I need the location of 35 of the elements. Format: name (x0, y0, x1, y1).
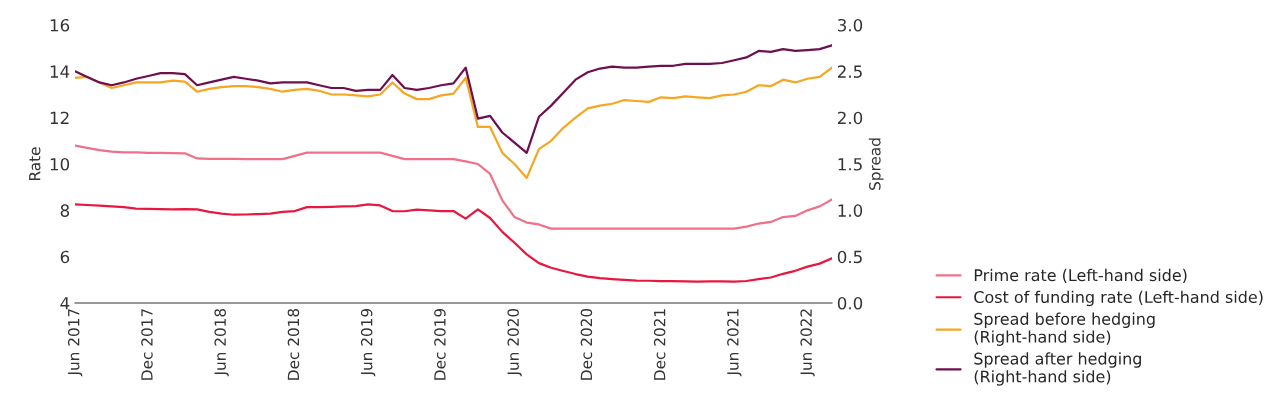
y2-tick-label: 2.5 (837, 65, 862, 78)
y2-tick-label: 3.0 (838, 18, 863, 32)
y-tick-label: 16 (50, 18, 70, 32)
y2-tick-label: 1.0 (838, 204, 863, 217)
x-tick-label: Jun 2022 (800, 309, 815, 377)
y2-axis-title: Spread (868, 138, 884, 190)
x-tick-label: Dec 2020 (580, 308, 593, 380)
line-series (75, 44, 832, 154)
legend-label: Cost of funding rate (Left-hand side) (974, 290, 1263, 307)
x-tick-label: Jun 2021 (727, 309, 742, 377)
y2-tick-label: 0.5 (837, 250, 862, 264)
legend-label: Spread after hedging (Right-hand side) (974, 352, 1141, 386)
line-series (75, 144, 832, 230)
y-tick-label: 6 (60, 250, 70, 264)
x-tick-label: Jun 2020 (507, 308, 522, 377)
y-tick-label: 4 (60, 297, 70, 310)
line-series (75, 66, 832, 180)
x-tick-label: Dec 2021 (653, 309, 666, 380)
x-tick-label: Jun 2019 (360, 308, 376, 377)
y-tick-label: 14 (50, 65, 70, 78)
x-tick-label: Dec 2017 (141, 309, 153, 380)
x-tick-label: Jun 2018 (214, 308, 229, 377)
y-tick-label: 8 (60, 204, 70, 217)
y-tick-label: 10 (50, 157, 70, 171)
x-tick-label: Dec 2019 (434, 308, 446, 380)
y2-tick-label: 1.5 (838, 158, 862, 171)
y-axis-title: Rate (29, 147, 41, 181)
legend-label: Prime rate (Left-hand side) (974, 268, 1187, 284)
y2-tick-label: 0.0 (837, 296, 863, 310)
line-series (75, 203, 832, 283)
y-tick-label: 12 (50, 111, 69, 124)
x-tick-label: Jun 2017 (67, 309, 83, 377)
legend-label: Spread before hedging (Right-hand side) (974, 312, 1155, 346)
x-tick-label: Dec 2018 (287, 308, 300, 380)
y2-tick-label: 2.0 (837, 111, 863, 125)
